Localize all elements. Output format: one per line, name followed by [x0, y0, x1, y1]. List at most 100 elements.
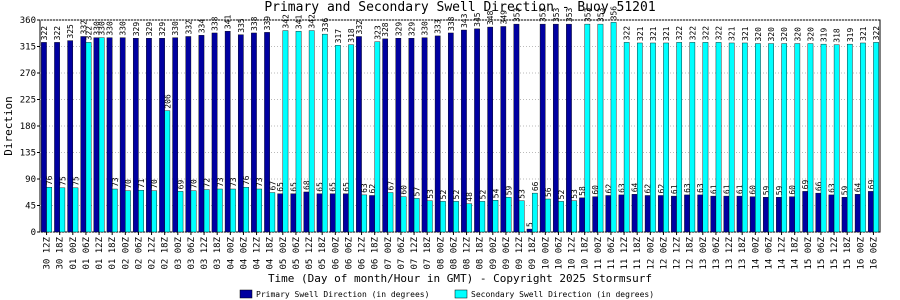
x-tick-label: 14 06Z	[764, 236, 774, 269]
x-tick-label: 15 06Z	[817, 236, 827, 269]
value-label: 329	[394, 22, 403, 37]
bar	[663, 42, 669, 233]
bar	[67, 40, 74, 233]
value-label: 330	[106, 21, 115, 36]
value-label: 330	[421, 21, 430, 36]
bar	[290, 193, 297, 233]
x-tick-label: 12 18Z	[686, 236, 696, 269]
bar	[151, 190, 158, 233]
x-tick-label: 13 12Z	[725, 236, 735, 269]
bar	[571, 200, 578, 233]
x-tick-label: 06 18Z	[371, 236, 381, 269]
x-tick-label: 10 12Z	[568, 236, 578, 269]
value-label: 52	[478, 190, 487, 200]
bar	[177, 191, 184, 233]
bar	[781, 43, 788, 233]
bar	[159, 38, 165, 233]
value-label: 70	[190, 179, 199, 189]
bar	[421, 37, 428, 233]
y-axis-title: Direction	[2, 96, 15, 156]
value-label: 61	[709, 184, 718, 194]
bar	[185, 36, 192, 233]
bar	[264, 32, 270, 233]
value-label: 65	[342, 182, 351, 192]
legend-swatch	[454, 289, 468, 299]
bar	[487, 26, 494, 233]
value-label: 348	[486, 10, 495, 25]
value-label: 341	[224, 15, 233, 30]
bar	[59, 187, 66, 233]
value-label: 322	[623, 26, 632, 41]
bar	[867, 191, 874, 233]
value-label: 63	[683, 183, 692, 193]
legend-label: Secondary Swell Direction (in degrees)	[471, 290, 654, 299]
value-label: 329	[158, 22, 167, 37]
bar	[164, 110, 171, 233]
x-tick-label: 09 00Z	[489, 236, 499, 269]
value-label: 349	[499, 10, 508, 25]
x-tick-label: 07 06Z	[397, 236, 407, 269]
value-label: 353	[552, 7, 561, 22]
bar	[631, 194, 638, 233]
x-tick-label: 05 00Z	[279, 236, 289, 269]
bar	[623, 42, 630, 233]
value-label: 332	[184, 20, 193, 35]
bar	[650, 42, 656, 233]
x-tick-label: 08 06Z	[449, 236, 459, 269]
value-label: 330	[92, 21, 101, 36]
value-label: 68	[302, 180, 311, 190]
value-label: 335	[237, 18, 246, 33]
bar	[552, 23, 559, 233]
bar	[676, 42, 683, 233]
value-label: 330	[98, 21, 107, 36]
value-label: 63	[696, 183, 705, 193]
x-tick-label: 02 06Z	[134, 236, 144, 269]
bar	[715, 42, 722, 233]
value-label: 322	[675, 26, 684, 41]
bar	[728, 42, 735, 233]
value-label: 320	[767, 27, 776, 42]
value-label: 62	[644, 184, 653, 194]
value-label: 48	[465, 192, 474, 202]
bar	[374, 41, 381, 233]
y-tick-label: 360	[20, 16, 36, 26]
value-label: 66	[531, 181, 540, 191]
bar	[584, 23, 591, 233]
value-label: 353	[565, 7, 574, 22]
bar	[539, 23, 546, 233]
value-label: 317	[334, 29, 343, 44]
bar	[111, 188, 118, 233]
x-tick-label: 05 06Z	[292, 236, 302, 269]
bar	[736, 195, 743, 233]
value-label: 353	[512, 7, 521, 22]
value-label: 58	[578, 186, 587, 196]
x-tick-label: 13 18Z	[738, 236, 748, 269]
bar	[434, 35, 441, 233]
x-tick-label: 30 18Z	[56, 236, 66, 269]
bar	[198, 35, 205, 233]
bar	[440, 201, 446, 233]
bar	[125, 190, 131, 233]
value-label: 62	[604, 184, 613, 194]
value-label: 76	[242, 175, 251, 185]
value-label: 73	[216, 177, 225, 187]
value-label: 319	[820, 28, 829, 43]
x-tick-label: 06 00Z	[331, 236, 341, 269]
value-label: 52	[452, 190, 461, 200]
value-label: 70	[124, 179, 133, 189]
bar	[138, 189, 144, 233]
bar	[597, 23, 604, 233]
x-tick-label: 08 00Z	[436, 236, 446, 269]
x-tick-label: 06 12Z	[358, 236, 368, 269]
bar	[243, 187, 249, 233]
x-tick-label: 05 12Z	[305, 236, 315, 269]
value-label: 76	[45, 175, 54, 185]
value-label: 72	[203, 178, 212, 188]
value-label: 59	[505, 185, 514, 195]
x-tick-label: 01 18Z	[108, 236, 118, 269]
bar	[400, 196, 407, 233]
bar	[579, 197, 585, 233]
value-label: 323	[373, 25, 382, 40]
bar	[426, 200, 433, 233]
x-tick-label: 15 00Z	[804, 236, 814, 269]
